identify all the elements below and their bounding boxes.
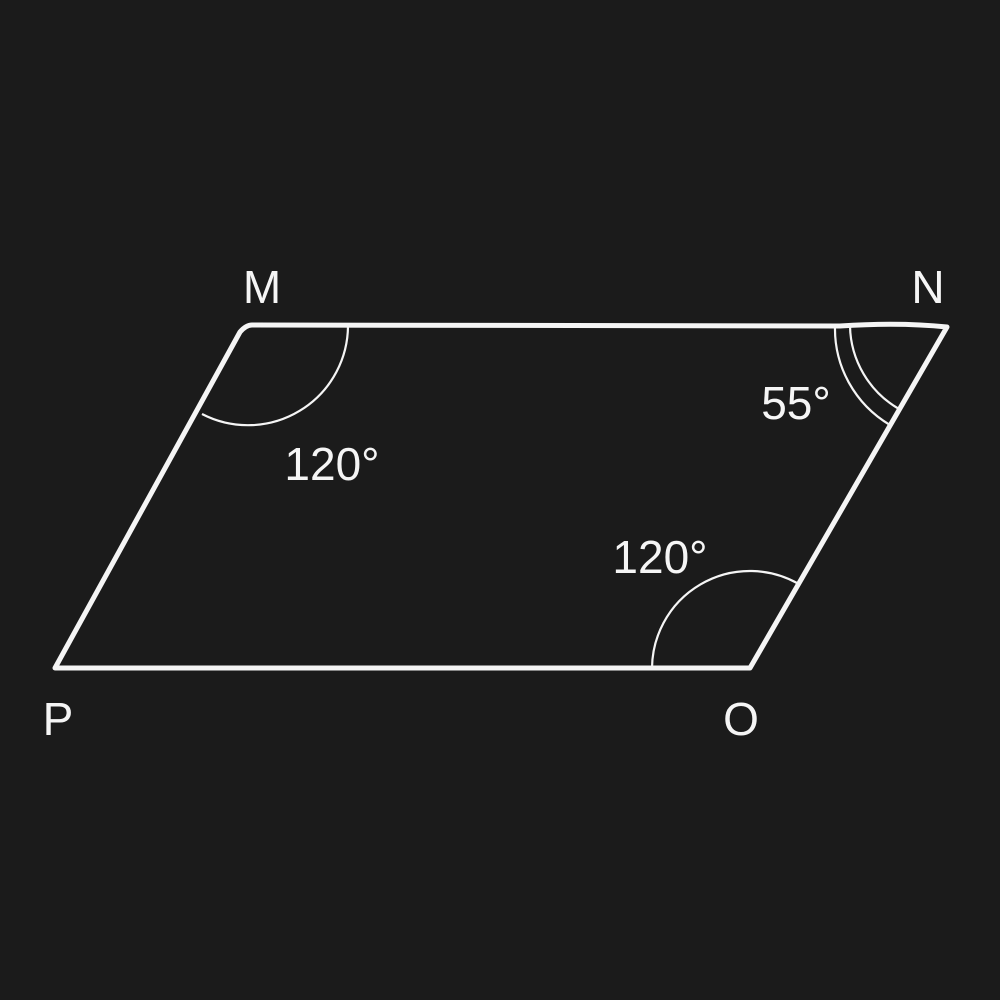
vertex-label-m: M <box>243 261 281 313</box>
angle-label-o: 120° <box>612 531 707 583</box>
vertex-label-p: P <box>43 693 74 745</box>
angle-arc-m <box>201 325 350 427</box>
angle-arc-n-outer <box>833 325 891 426</box>
vertex-label-n: N <box>911 261 944 313</box>
angle-label-n: 55° <box>761 377 831 429</box>
quadrilateral-mnop <box>52 321 950 671</box>
vertex-label-o: O <box>723 693 759 745</box>
angle-arc-n-inner <box>848 325 900 410</box>
angle-arc-o <box>650 569 798 669</box>
angle-label-m: 120° <box>284 438 379 490</box>
